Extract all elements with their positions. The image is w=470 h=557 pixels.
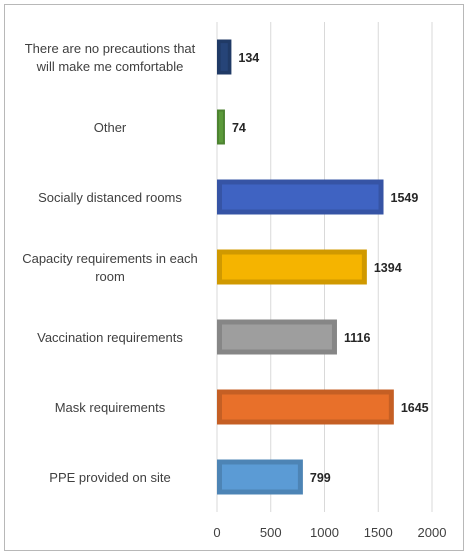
data-label: 134 (238, 51, 259, 65)
category-label: Socially distanced rooms (38, 190, 182, 205)
category-label-line: Capacity requirements in each (22, 251, 198, 266)
category-label-line: There are no precautions that (25, 41, 196, 56)
category-label-line: room (95, 269, 125, 284)
category-label: Mask requirements (55, 400, 166, 415)
data-label: 1394 (374, 261, 402, 275)
bar-fill (222, 184, 379, 210)
x-tick-label: 1000 (310, 525, 339, 540)
bar-fill (218, 111, 223, 143)
category-label: There are no precautions that will make m… (25, 41, 196, 74)
category-label-line: Other (94, 120, 127, 135)
category-label-line: Mask requirements (55, 400, 166, 415)
category-label: Other (94, 120, 127, 135)
data-label: 1645 (401, 401, 429, 415)
category-label-line: will make me comfortable (36, 59, 184, 74)
data-label: 799 (310, 471, 331, 485)
data-labels: 134 74 1549 1394 1116 1645 799 (232, 51, 429, 485)
category-labels: There are no precautions that will make m… (22, 41, 198, 485)
x-axis-ticks: 0 500 1000 1500 2000 (213, 525, 446, 540)
category-label: PPE provided on site (49, 470, 170, 485)
data-label: 1549 (391, 191, 419, 205)
x-tick-label: 1500 (364, 525, 393, 540)
category-label: Capacity requirements in each room (22, 251, 198, 284)
category-label: Vaccination requirements (37, 330, 183, 345)
category-label-line: Socially distanced rooms (38, 190, 182, 205)
x-tick-label: 2000 (418, 525, 447, 540)
bar-fill (222, 254, 362, 280)
bar-fill (222, 324, 332, 350)
x-tick-label: 500 (260, 525, 282, 540)
bars (217, 39, 394, 495)
category-label-line: PPE provided on site (49, 470, 170, 485)
data-label: 74 (232, 121, 246, 135)
data-label: 1116 (344, 331, 370, 345)
category-label-line: Vaccination requirements (37, 330, 183, 345)
bar-fill (222, 464, 298, 490)
x-tick-label: 0 (213, 525, 220, 540)
bar-fill (220, 43, 228, 71)
bar-fill (222, 394, 389, 420)
